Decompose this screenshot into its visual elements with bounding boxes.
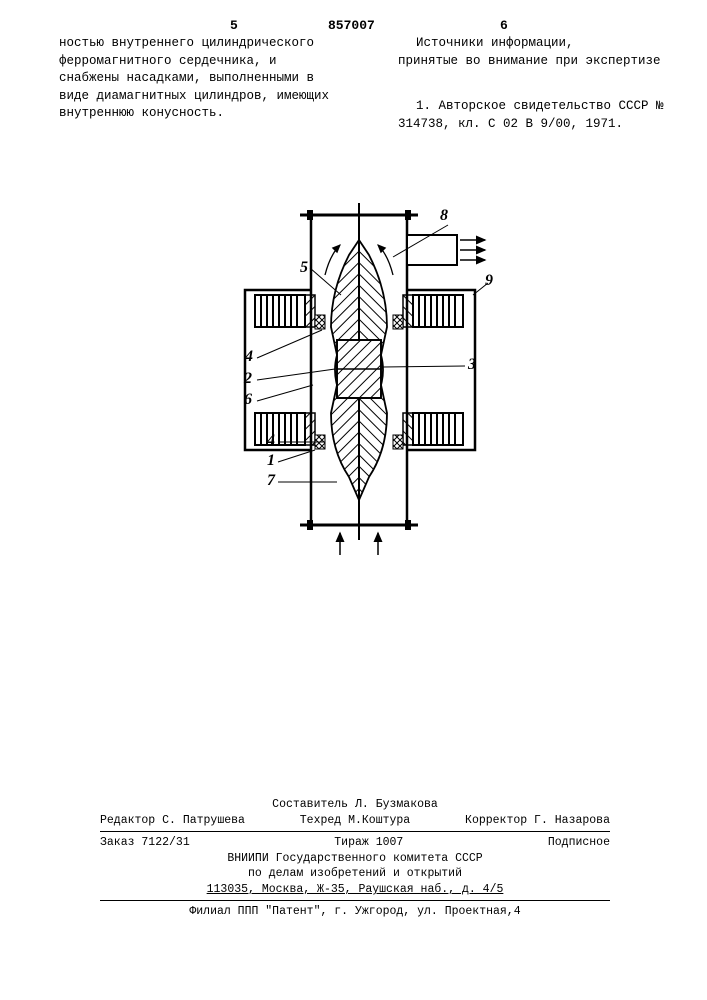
column-number-left: 5 <box>230 18 238 33</box>
editor: Редактор С. Патрушева <box>100 813 245 829</box>
svg-text:5: 5 <box>300 259 308 276</box>
order-number: Заказ 7122/31 <box>100 835 190 851</box>
svg-text:4: 4 <box>244 348 253 365</box>
coil-bottom-right <box>413 413 463 445</box>
right-column: Источники информации, принятые во вниман… <box>398 35 678 133</box>
techred: Техред М.Коштура <box>300 813 410 829</box>
references-body: 1. Авторское свидетельство СССР № 314738… <box>398 98 678 133</box>
svg-text:2: 2 <box>243 370 252 387</box>
corrector: Корректор Г. Назарова <box>465 813 610 829</box>
svg-text:7: 7 <box>267 472 276 489</box>
references-header: Источники информации, принятые во вниман… <box>398 35 678 70</box>
svg-text:4: 4 <box>266 432 275 449</box>
technical-diagram: 5 8 9 4 2 6 3 4 1 7 <box>115 155 595 575</box>
coil-bottom-left <box>255 413 305 445</box>
svg-text:1: 1 <box>267 452 275 469</box>
svg-text:9: 9 <box>485 272 493 289</box>
patent-number: 857007 <box>328 18 375 33</box>
coil-top-right <box>413 295 463 327</box>
coil-top-left <box>255 295 305 327</box>
svg-text:3: 3 <box>467 356 476 373</box>
org-line-2: по делам изобретений и открытий <box>100 866 610 882</box>
svg-text:6: 6 <box>244 391 252 408</box>
subscribed: Подписное <box>548 835 610 851</box>
org-line-1: ВНИИПИ Государственного комитета СССР <box>100 851 610 867</box>
compiler-line: Составитель Л. Бузмакова <box>100 797 610 813</box>
imprint-block: Составитель Л. Бузмакова Редактор С. Пат… <box>100 797 610 920</box>
page: 5 857007 6 ностью внутреннего цилиндриче… <box>0 0 707 1000</box>
address-line: 113035, Москва, Ж-35, Раушская наб., д. … <box>100 882 610 898</box>
left-column-text: ностью внутреннего цилиндрического ферро… <box>59 35 339 123</box>
branch-line: Филиал ППП "Патент", г. Ужгород, ул. Про… <box>100 904 610 920</box>
tirage: Тираж 1007 <box>334 835 403 851</box>
svg-text:8: 8 <box>440 207 448 224</box>
column-number-right: 6 <box>500 18 508 33</box>
